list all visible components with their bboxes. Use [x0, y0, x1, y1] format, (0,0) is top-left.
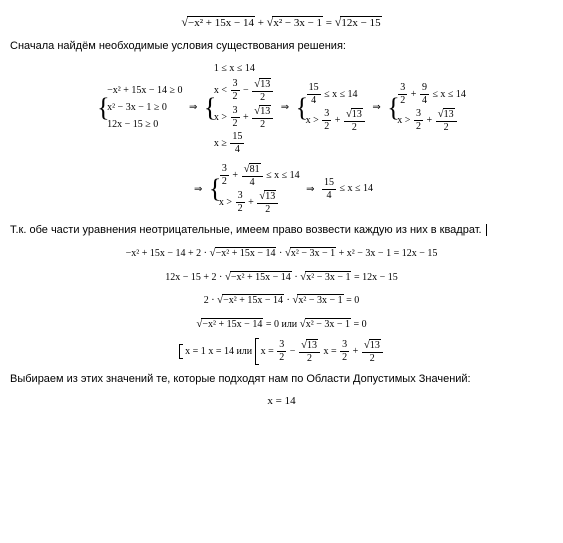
s5-r2: x > 32 + 132: [219, 189, 300, 216]
s3-r1: 154 ≤ x ≤ 14: [306, 82, 366, 107]
roots-set-1: x = 1 x = 14: [179, 344, 234, 359]
system-3: { 154 ≤ x ≤ 14 x > 32 + 132: [296, 82, 366, 134]
paragraph-select: Выбираем из этих значений те, которые по…: [10, 373, 553, 385]
s4-r2: x > 32 + 132: [397, 107, 466, 134]
paragraph-conditions: Сначала найдём необходимые условия сущес…: [10, 40, 553, 52]
squared-eq-line-4: −x² + 15x − 14 = 0 или x² − 3x − 1 = 0: [10, 315, 553, 333]
final-answer: x = 14: [10, 393, 553, 410]
text-cursor-icon: [483, 224, 487, 236]
root-q2: x = 32 + 132: [323, 346, 383, 357]
s2-r1: 1 ≤ x ≤ 14: [214, 60, 274, 77]
equals: =: [326, 17, 335, 29]
roots-line: x = 1 x = 14 или x = 32 − 132 x = 32 + 1…: [10, 338, 553, 365]
root-1: x = 1: [185, 346, 206, 357]
squared-eq-line-1: −x² + 15x − 14 + 2 · −x² + 15x − 14 · x²…: [10, 244, 553, 262]
domain-systems-chain: { −x² + 15x − 14 ≥ 0 x² − 3x − 1 ≥ 0 12x…: [10, 60, 553, 156]
radicand-1: −x² + 15x − 14: [187, 16, 255, 29]
s2-r4: x ≥ 154: [214, 131, 274, 156]
plus: +: [258, 17, 267, 29]
s2-r3: x > 32 + 132: [214, 104, 274, 131]
roots-set-2: x = 32 − 132 x = 32 + 132: [255, 338, 384, 365]
brace-icon: {: [204, 60, 216, 156]
system-2: { 1 ≤ x ≤ 14 x < 32 − 132 x > 32 + 132 x…: [204, 60, 274, 156]
root-14: x = 14: [208, 346, 234, 357]
brace-icon: {: [296, 82, 308, 134]
implies-icon: ⇒: [281, 100, 289, 115]
radicand-2: x² − 3x − 1: [272, 16, 323, 29]
root-q1: x = 32 − 132: [261, 346, 324, 357]
s5-r1: 32 + 814 ≤ x ≤ 14: [219, 162, 300, 189]
sqrt-rhs: 12x − 15: [335, 12, 382, 32]
system-4: { 32 + 94 ≤ x ≤ 14 x > 32 + 132: [387, 82, 466, 134]
sqrt-term-2: x² − 3x − 1: [267, 12, 323, 32]
domain-systems-chain-2: ⇒ { 32 + 814 ≤ x ≤ 14 x > 32 + 132 ⇒ 154…: [10, 162, 553, 216]
s2-r2: x < 32 − 132: [214, 77, 274, 104]
s4-r1: 32 + 94 ≤ x ≤ 14: [397, 82, 466, 107]
main-equation: −x² + 15x − 14 + x² − 3x − 1 = 12x − 15: [10, 12, 553, 32]
cond-2: x² − 3x − 1 ≥ 0: [107, 99, 182, 116]
system-5: { 32 + 814 ≤ x ≤ 14 x > 32 + 132: [209, 162, 300, 216]
system-1: { −x² + 15x − 14 ≥ 0 x² − 3x − 1 ≥ 0 12x…: [97, 82, 182, 133]
implies-icon: ⇒: [189, 100, 197, 115]
squared-eq-line-2: 12x − 15 + 2 · −x² + 15x − 14 · x² − 3x …: [10, 268, 553, 286]
cond-3: 12x − 15 ≥ 0: [107, 116, 182, 133]
final-range: 154 ≤ x ≤ 14: [321, 183, 373, 194]
implies-icon: ⇒: [306, 182, 314, 197]
or-text: или: [236, 346, 252, 357]
brace-icon: {: [209, 162, 221, 216]
sqrt-term-1: −x² + 15x − 14: [181, 12, 255, 32]
brace-icon: {: [387, 82, 399, 134]
cond-1: −x² + 15x − 14 ≥ 0: [107, 82, 182, 99]
implies-icon: ⇒: [372, 100, 380, 115]
brace-icon: {: [97, 82, 109, 133]
implies-icon: ⇒: [194, 182, 202, 197]
radicand-rhs: 12x − 15: [340, 16, 381, 29]
squared-eq-line-3: 2 · −x² + 15x − 14 · x² − 3x − 1 = 0: [10, 291, 553, 309]
paragraph-squaring: Т.к. обе части уравнения неотрицательные…: [10, 224, 553, 236]
s3-r2: x > 32 + 132: [306, 107, 366, 134]
